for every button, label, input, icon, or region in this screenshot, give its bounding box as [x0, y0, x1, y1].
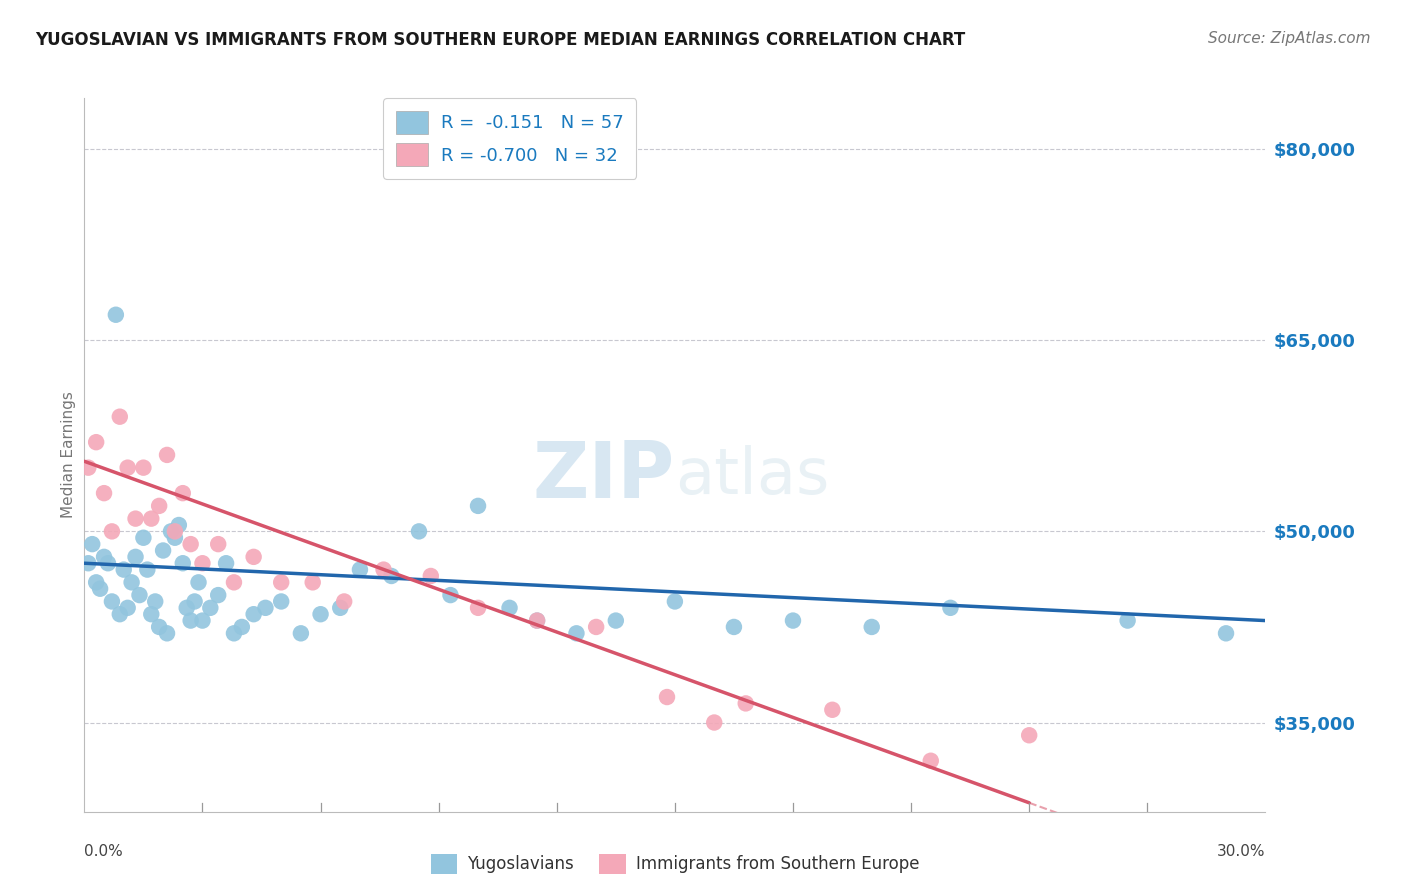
Point [860, 620, 883, 634]
Point [132, 531, 155, 545]
Legend: Yugoslavians, Immigrants from Southern Europe: Yugoslavians, Immigrants from Southern E… [422, 846, 928, 882]
Point [655, 690, 678, 704]
Point [664, 594, 686, 608]
Point [939, 600, 962, 615]
Point [439, 588, 461, 602]
Point [1018, 728, 1040, 742]
Point [77, 460, 100, 475]
Point [703, 715, 725, 730]
Text: YUGOSLAVIAN VS IMMIGRANTS FROM SOUTHERN EUROPE MEDIAN EARNINGS CORRELATION CHART: YUGOSLAVIAN VS IMMIGRANTS FROM SOUTHERN … [35, 31, 966, 49]
Point [498, 600, 520, 615]
Point [734, 697, 756, 711]
Point [82, 537, 104, 551]
Point [128, 588, 150, 602]
Point [333, 594, 356, 608]
Point [172, 556, 194, 570]
Point [148, 499, 170, 513]
Point [183, 594, 205, 608]
Point [349, 563, 371, 577]
Point [136, 563, 159, 577]
Point [329, 600, 352, 615]
Point [156, 626, 179, 640]
Text: Source: ZipAtlas.com: Source: ZipAtlas.com [1208, 31, 1371, 46]
Point [270, 594, 292, 608]
Point [467, 499, 489, 513]
Point [176, 600, 198, 615]
Point [782, 614, 804, 628]
Point [84, 575, 107, 590]
Point [163, 524, 186, 539]
Point [200, 600, 222, 615]
Point [148, 620, 170, 634]
Point [143, 594, 166, 608]
Point [1215, 626, 1237, 640]
Point [163, 531, 186, 545]
Point [156, 448, 179, 462]
Point [141, 511, 163, 525]
Point [207, 537, 229, 551]
Point [920, 754, 942, 768]
Text: 30.0%: 30.0% [1218, 844, 1265, 859]
Point [419, 569, 441, 583]
Point [112, 563, 135, 577]
Point [191, 556, 214, 570]
Point [84, 435, 107, 450]
Point [121, 575, 143, 590]
Point [565, 626, 588, 640]
Point [108, 607, 131, 622]
Point [89, 582, 111, 596]
Point [101, 594, 124, 608]
Point [242, 607, 264, 622]
Point [821, 703, 844, 717]
Point [207, 588, 229, 602]
Point [1116, 614, 1139, 628]
Point [187, 575, 209, 590]
Point [254, 600, 277, 615]
Point [141, 607, 163, 622]
Point [108, 409, 131, 424]
Point [290, 626, 312, 640]
Point [93, 486, 115, 500]
Point [380, 569, 402, 583]
Point [222, 626, 245, 640]
Point [242, 549, 264, 564]
Point [124, 549, 146, 564]
Point [309, 607, 332, 622]
Text: ZIP: ZIP [533, 438, 675, 515]
Point [101, 524, 124, 539]
Point [117, 600, 139, 615]
Point [160, 524, 183, 539]
Point [270, 575, 292, 590]
Point [467, 600, 489, 615]
Point [180, 614, 202, 628]
Point [301, 575, 323, 590]
Point [191, 614, 214, 628]
Point [172, 486, 194, 500]
Y-axis label: Median Earnings: Median Earnings [60, 392, 76, 518]
Text: 0.0%: 0.0% [84, 844, 124, 859]
Point [97, 556, 120, 570]
Point [526, 614, 548, 628]
Point [215, 556, 238, 570]
Point [117, 460, 139, 475]
Point [526, 614, 548, 628]
Point [93, 549, 115, 564]
Point [104, 308, 127, 322]
Point [132, 460, 155, 475]
Point [180, 537, 202, 551]
Point [124, 511, 146, 525]
Point [231, 620, 253, 634]
Point [167, 518, 190, 533]
Point [408, 524, 430, 539]
Point [373, 563, 395, 577]
Point [77, 556, 100, 570]
Point [585, 620, 607, 634]
Point [222, 575, 245, 590]
Point [152, 543, 174, 558]
Point [605, 614, 627, 628]
Text: atlas: atlas [675, 445, 830, 508]
Point [723, 620, 745, 634]
